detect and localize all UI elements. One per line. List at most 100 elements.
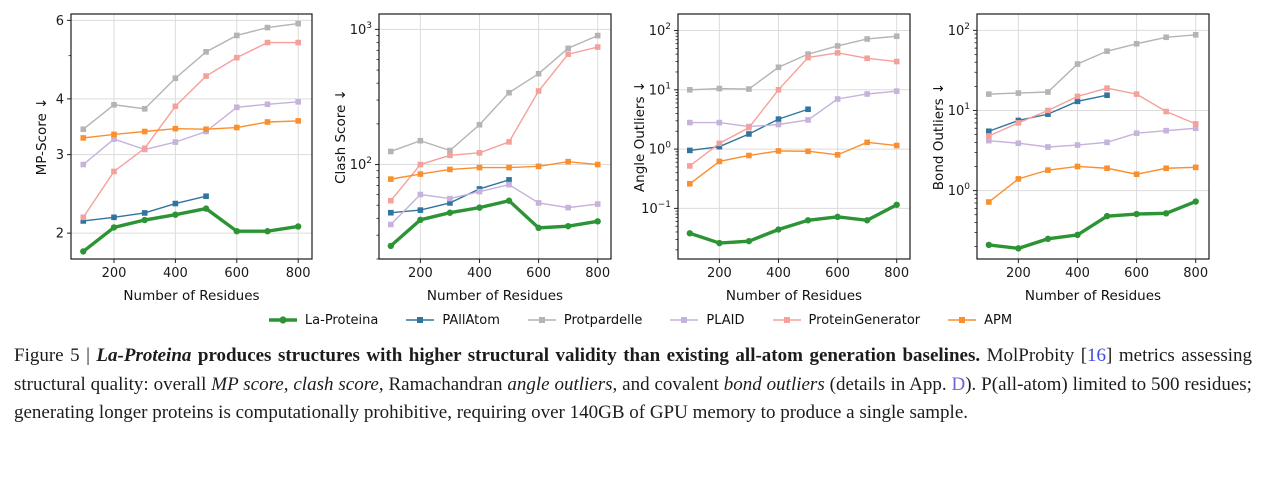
svg-text:101: 101 xyxy=(948,102,970,119)
series-protpardelle xyxy=(388,32,601,155)
svg-text:100: 100 xyxy=(649,141,672,158)
series-la-proteina xyxy=(80,205,302,255)
figure-panel-mp-score: 200 400 600 800 2 3 4 6 Number of Residues MP-Sco… xyxy=(33,4,318,306)
svg-text:600: 600 xyxy=(224,266,249,281)
caption-text-segment: angle outliers xyxy=(507,373,613,395)
svg-text:800: 800 xyxy=(585,266,610,281)
series-protpardelle xyxy=(80,20,301,133)
series-proteingenerator xyxy=(986,85,1199,139)
svg-text:6: 6 xyxy=(56,14,64,29)
legend-label: ProteinGenerator xyxy=(808,312,921,328)
series-protpardelle xyxy=(687,33,900,93)
caption-text-segment: bond outliers xyxy=(723,373,825,395)
legend-marker-square-icon xyxy=(772,317,801,323)
series-pallatom xyxy=(687,106,811,154)
legend-label: APM xyxy=(984,312,1013,328)
svg-text:400: 400 xyxy=(467,266,492,281)
svg-text:4: 4 xyxy=(56,92,64,107)
chart-angle-outliers: 200 400 600 800 10−1 100 101 102 Number of Resid… xyxy=(632,13,911,304)
series-protpardelle xyxy=(986,32,1199,97)
svg-text:800: 800 xyxy=(884,266,909,281)
svg-text:600: 600 xyxy=(825,266,850,281)
caption-text-segment: La-Proteina xyxy=(96,345,192,366)
svg-text:101: 101 xyxy=(649,81,671,98)
legend-label: PAllAtom xyxy=(442,312,500,328)
gridlines xyxy=(977,14,1209,259)
figure-panel-bond-outliers: 200 400 600 800 100 101 102 Number of Residues B… xyxy=(930,4,1215,306)
svg-text:800: 800 xyxy=(286,266,311,281)
chart-mp-score: 200 400 600 800 2 3 4 6 Number of Residues MP-Sco… xyxy=(34,13,313,304)
y-axis-label: MP-Score ↓ xyxy=(34,98,50,176)
legend-item-proteingenerator: ProteinGenerator xyxy=(772,312,921,328)
legend-item-plaid: PLAID xyxy=(669,312,745,328)
svg-text:200: 200 xyxy=(408,266,433,281)
caption-text-segment: clash score xyxy=(293,373,379,395)
caption-text-segment: , and covalent xyxy=(612,373,724,395)
series-la-proteina xyxy=(686,201,900,247)
y-axis-label: Clash Score ↓ xyxy=(333,89,349,184)
legend-label: PLAID xyxy=(706,312,745,328)
x-axis-label: Number of Residues xyxy=(726,288,862,304)
caption-reference-link[interactable]: 16 xyxy=(1087,345,1107,366)
svg-text:800: 800 xyxy=(1183,266,1208,281)
series-la-proteina xyxy=(387,197,601,250)
svg-text:200: 200 xyxy=(102,266,127,281)
series-proteingenerator xyxy=(80,39,301,221)
caption-text-segment: MP score xyxy=(211,373,284,395)
figure-panels-row: 200 400 600 800 2 3 4 6 Number of Residues MP-Sco… xyxy=(33,4,1215,306)
svg-text:200: 200 xyxy=(707,266,732,281)
chart-clash-score: 200 400 600 800 102 103 Number of Residues Clas… xyxy=(333,13,612,304)
legend-marker-square-icon xyxy=(948,317,977,323)
series-proteingenerator xyxy=(687,50,900,169)
svg-text:400: 400 xyxy=(163,266,188,281)
svg-text:102: 102 xyxy=(948,22,970,39)
svg-text:103: 103 xyxy=(350,21,372,38)
axes: 200 400 600 800 100 101 102 xyxy=(948,22,1208,281)
svg-text:2: 2 xyxy=(56,227,64,242)
legend-item-la-proteina: La-Proteina xyxy=(268,313,378,328)
legend-marker-square-icon xyxy=(527,317,556,323)
series-plaid xyxy=(986,125,1199,150)
caption-text-segment: , xyxy=(283,373,294,395)
y-axis-label: Bond Outliers ↓ xyxy=(931,83,947,190)
series-apm xyxy=(687,139,900,187)
figure-legend: La-Proteina PAllAtom Protpardelle PLAID Prot… xyxy=(0,309,1280,331)
legend-label: Protpardelle xyxy=(563,312,643,328)
svg-text:600: 600 xyxy=(526,266,551,281)
y-axis-label: Angle Outliers ↓ xyxy=(632,81,648,192)
legend-marker-circle-icon xyxy=(268,316,297,324)
figure-panel-angle-outliers: 200 400 600 800 10−1 100 101 102 Number of Resid… xyxy=(631,4,916,306)
figure-panel-clash-score: 200 400 600 800 102 103 Number of Residues Clas… xyxy=(332,4,617,306)
svg-text:400: 400 xyxy=(1065,266,1090,281)
series-apm xyxy=(986,163,1199,205)
caption-text-segment: Figure 5 | xyxy=(14,345,97,366)
svg-text:200: 200 xyxy=(1006,266,1031,281)
legend-marker-square-icon xyxy=(670,317,699,323)
svg-text:102: 102 xyxy=(350,156,372,173)
caption-reference-link[interactable]: D xyxy=(951,373,966,395)
gridlines xyxy=(379,14,611,259)
axes: 200 400 600 800 2 3 4 6 xyxy=(56,14,311,281)
caption-text-segment: MolProbity [ xyxy=(980,345,1088,366)
legend-item-apm: APM xyxy=(947,313,1012,328)
series-plaid xyxy=(388,181,601,228)
svg-text:400: 400 xyxy=(766,266,791,281)
x-axis-label: Number of Residues xyxy=(123,288,259,304)
svg-text:3: 3 xyxy=(56,148,64,163)
series-apm xyxy=(80,118,301,141)
axes: 200 400 600 800 102 103 xyxy=(350,21,610,281)
legend-marker-square-icon xyxy=(406,317,435,323)
series-proteingenerator xyxy=(388,44,601,204)
legend-item-protpardelle: Protpardelle xyxy=(527,312,643,328)
x-axis-label: Number of Residues xyxy=(1025,288,1161,304)
caption-text-segment: , Ramachandran xyxy=(378,373,508,395)
legend-item-pallatom: PAllAtom xyxy=(405,313,500,328)
caption-text-segment: ] metrics assessing structural quality: … xyxy=(14,345,1253,395)
svg-text:600: 600 xyxy=(1124,266,1149,281)
series-la-proteina xyxy=(985,198,1199,252)
series-pallatom xyxy=(80,193,209,224)
svg-text:10−1: 10−1 xyxy=(641,200,671,217)
caption-text-segment: (details in App. xyxy=(824,373,952,395)
svg-text:100: 100 xyxy=(948,182,971,199)
